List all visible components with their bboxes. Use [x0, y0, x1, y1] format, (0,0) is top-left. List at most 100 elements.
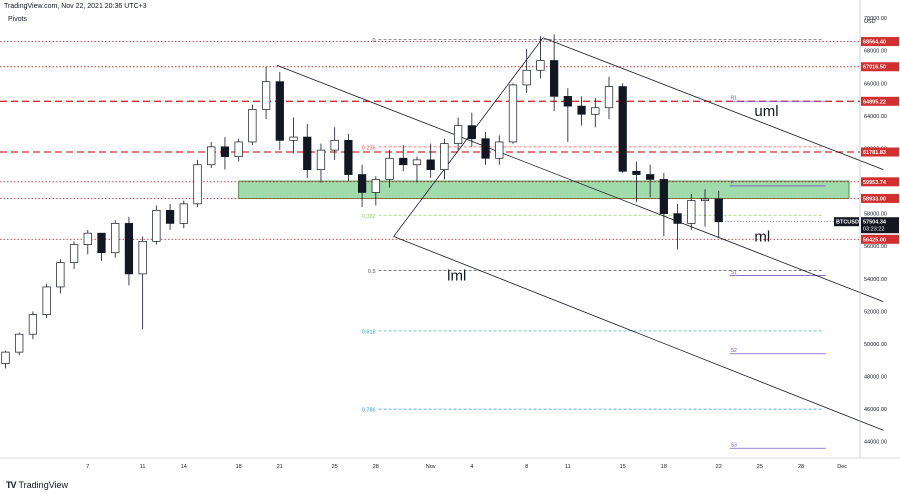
pitchfork-channel — [276, 37, 884, 431]
candle-body-26 — [357, 174, 367, 193]
candle-body-46 — [632, 170, 641, 175]
candle-body-20 — [275, 81, 284, 141]
candle-body-17 — [234, 141, 243, 157]
pivot-label-0: P — [731, 180, 735, 186]
tradingview-logo-icon: TV — [6, 480, 16, 490]
candle-body-4 — [56, 262, 65, 288]
candle-body-29 — [399, 157, 408, 166]
candle-body-18 — [248, 109, 257, 143]
candle-body-37 — [508, 84, 518, 143]
price-label-6: 56425.00 — [863, 237, 886, 243]
channel-label-lml: lml — [447, 267, 466, 284]
chart-source-header: TradingView.com, Nov 22, 2021 20:36 UTC+… — [4, 3, 147, 10]
candle-body-24 — [330, 139, 339, 151]
y-tick-9: 52000.00 — [864, 309, 887, 315]
candle-body-10 — [138, 240, 147, 275]
candle-body-5 — [69, 244, 79, 263]
y-tick-13: 44000.00 — [864, 440, 887, 446]
candle-body-49 — [673, 213, 682, 224]
candle-body-50 — [687, 200, 696, 224]
channel-labels: uml ml lml — [447, 103, 778, 285]
candle-body-52 — [714, 198, 723, 223]
x-tick-14: 25 — [757, 464, 763, 470]
fib-label-1: 0.236 — [362, 145, 376, 151]
x-tick-2: 14 — [181, 464, 187, 470]
candle-body-45 — [618, 86, 627, 172]
candle-body-19 — [261, 81, 271, 110]
price-label-box-3 — [861, 147, 899, 157]
time-axis[interactable]: 7 11 14 18 21 25 28 Nov 4 8 11 15 18 22 25 28 Dec — [0, 457, 900, 470]
price-label-box-4 — [861, 177, 899, 187]
candle-body-0 — [1, 351, 10, 364]
x-tick-9: 8 — [525, 464, 528, 470]
candle-body-34 — [467, 125, 476, 140]
last-price-label: 57504.34 — [863, 220, 887, 226]
support-resistance-zone — [238, 180, 850, 199]
symbol-badge — [834, 217, 859, 227]
x-tick-11: 15 — [620, 464, 626, 470]
channel-line-0 — [276, 65, 884, 302]
candle-body-3 — [42, 286, 51, 315]
price-label-5: 58933.00 — [863, 196, 886, 202]
candle-body-39 — [536, 60, 545, 71]
candle-body-6 — [83, 232, 92, 245]
candle-body-47 — [646, 174, 655, 180]
price-label-3: 61781.83 — [863, 150, 886, 156]
candle-body-31 — [426, 159, 435, 171]
countdown-label: 03:23:22 — [863, 227, 884, 233]
fib-label-4: 0.618 — [362, 329, 376, 335]
symbol-label: BTCUSD — [836, 220, 859, 226]
candle-body-11 — [152, 210, 161, 242]
channel-label-uml: uml — [754, 103, 778, 120]
candle-body-35 — [481, 138, 490, 159]
candle-body-22 — [303, 136, 312, 171]
x-tick-4: 21 — [277, 464, 283, 470]
price-label-box-5 — [861, 193, 899, 203]
candle-body-16 — [220, 146, 230, 157]
green-zone-rect — [238, 180, 850, 199]
candle-body-42 — [577, 105, 586, 115]
x-tick-7: Nov — [426, 464, 436, 470]
price-label-box-0 — [861, 37, 899, 47]
candle-body-9 — [124, 223, 134, 275]
price-candles — [1, 34, 723, 369]
x-tick-0: 7 — [86, 464, 89, 470]
y-tick-3: 64000.00 — [864, 114, 887, 120]
horizontal-levels — [0, 41, 860, 240]
price-label-1: 67016.50 — [863, 65, 886, 71]
candle-body-41 — [563, 95, 572, 107]
x-tick-8: 4 — [470, 464, 473, 470]
pivot-label-4: R1 — [731, 96, 738, 102]
price-label-4: 59953.74 — [863, 180, 887, 186]
pivots-indicator-label[interactable]: Pivots — [8, 16, 28, 23]
y-tick-2: 66000.00 — [864, 81, 887, 87]
candle-body-14 — [193, 164, 202, 205]
candle-body-23 — [316, 149, 326, 171]
candle-body-51 — [700, 198, 710, 201]
candle-body-2 — [28, 314, 38, 335]
candle-body-1 — [15, 333, 24, 353]
candle-body-43 — [591, 107, 600, 115]
price-label-box-2 — [861, 96, 899, 106]
x-tick-12: 18 — [661, 464, 667, 470]
y-tick-11: 48000.00 — [864, 375, 887, 381]
price-labels: 68564.40 67016.50 64895.22 61781.83 59953.74… — [718, 37, 899, 244]
price-label-2: 64895.22 — [863, 99, 886, 105]
channel-line-1 — [543, 37, 884, 171]
tradingview-logo[interactable]: TV TradingView — [6, 480, 68, 490]
candle-body-12 — [165, 210, 175, 224]
candle-body-25 — [344, 139, 353, 175]
y-tick-7: 56000.00 — [864, 244, 887, 250]
fibonacci-retracement: 0 0.236 0.382 0.5 0.618 0.786 — [362, 38, 822, 414]
x-tick-1: 11 — [140, 464, 146, 470]
candle-body-7 — [97, 232, 106, 254]
tradingview-brand-text: TradingView — [18, 480, 69, 490]
y-tick-10: 50000.00 — [864, 342, 887, 348]
candle-body-36 — [495, 141, 504, 159]
y-tick-8: 54000.00 — [864, 277, 887, 283]
pivot-label-1: S1 — [731, 270, 737, 276]
currency-label: USD — [864, 19, 876, 25]
y-tick-1: 68000.00 — [864, 49, 887, 55]
candle-body-27 — [371, 179, 380, 193]
